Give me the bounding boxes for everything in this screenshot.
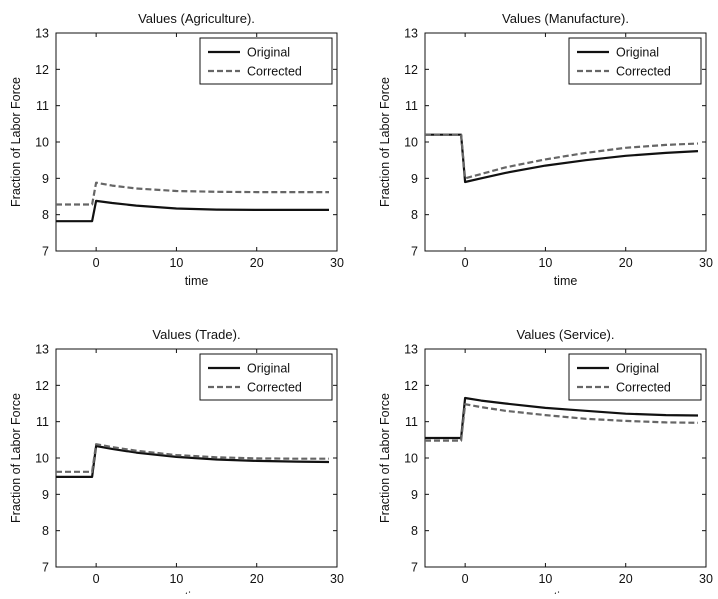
y-tick-label: 11	[405, 99, 418, 113]
x-tick-label: 30	[330, 572, 344, 586]
legend-box	[199, 37, 333, 85]
legend-label-corrected: Corrected	[247, 381, 302, 395]
y-tick-label: 8	[411, 208, 418, 222]
chart-panel-manufacture: Values (Manufacture). 7 8 9 10 11 12 13 0 10 20 30 t…	[378, 11, 713, 288]
legend-box	[199, 353, 333, 401]
series-line-corrected	[56, 443, 329, 473]
series-line-original	[56, 444, 330, 478]
legend-label-original: Original	[616, 362, 659, 376]
chart-title: Values (Agriculture).	[138, 11, 255, 26]
y-tick-label: 13	[404, 343, 418, 357]
y-tick-label: 12	[404, 63, 418, 77]
chart-panel-agriculture: Values (Agriculture). 7 8 9 10 11 12 13 0 10 20 30 t…	[9, 11, 344, 288]
y-tick-label: 12	[35, 379, 49, 393]
y-tick-label: 7	[42, 245, 49, 259]
y-tick-label: 8	[42, 524, 49, 538]
y-tick-label: 9	[42, 172, 49, 186]
x-tick-label: 20	[250, 572, 264, 586]
y-tick-label: 10	[35, 136, 49, 150]
legend-label-original: Original	[247, 46, 290, 60]
x-tick-label: 20	[250, 256, 264, 270]
legend: Original Corrected	[568, 353, 702, 401]
chart-panel-trade: Values (Trade). 7 8 9 10 11 12 13 0 10 20 30 time Fra…	[9, 327, 344, 599]
y-axis-label: Fraction of Labor Force	[9, 393, 23, 523]
x-tick-label: 0	[93, 572, 100, 586]
x-axis-label: time	[185, 590, 209, 594]
y-tick-label: 13	[404, 27, 418, 41]
x-axis-label: time	[554, 274, 578, 288]
y-tick-label: 13	[35, 27, 49, 41]
series-line-corrected	[56, 181, 329, 206]
chart-title: Values (Service).	[516, 327, 614, 342]
y-tick-label: 10	[404, 136, 418, 150]
y-tick-label: 12	[35, 63, 49, 77]
x-axis-label: time	[185, 274, 209, 288]
y-tick-label: 12	[404, 379, 418, 393]
x-tick-label: 10	[169, 572, 183, 586]
legend-label-corrected: Corrected	[247, 65, 302, 79]
y-tick-label: 7	[42, 561, 49, 575]
legend-label-original: Original	[616, 46, 659, 60]
x-tick-label: 0	[93, 256, 100, 270]
y-tick-label: 11	[36, 99, 49, 113]
x-tick-label: 30	[699, 256, 713, 270]
x-tick-label: 0	[462, 256, 469, 270]
x-tick-label: 30	[699, 572, 713, 586]
legend: Original Corrected	[568, 37, 702, 85]
series-line-original	[425, 133, 699, 184]
series-line-corrected	[425, 133, 699, 180]
series-line-corrected	[425, 403, 699, 442]
x-axis-label: time	[554, 590, 578, 594]
legend: Original Corrected	[199, 37, 333, 85]
legend-label-corrected: Corrected	[616, 65, 671, 79]
y-tick-label: 7	[411, 561, 418, 575]
legend-box	[568, 353, 702, 401]
y-tick-label: 9	[411, 172, 418, 186]
legend-label-corrected: Corrected	[616, 381, 671, 395]
y-axis-label: Fraction of Labor Force	[9, 77, 23, 207]
y-tick-label: 8	[411, 524, 418, 538]
legend-label-original: Original	[247, 362, 290, 376]
x-tick-label: 10	[538, 572, 552, 586]
y-tick-label: 7	[411, 245, 418, 259]
y-tick-label: 10	[404, 452, 418, 466]
y-tick-label: 11	[36, 415, 49, 429]
legend: Original Corrected	[199, 353, 333, 401]
x-tick-label: 10	[169, 256, 183, 270]
y-tick-label: 8	[42, 208, 49, 222]
x-tick-label: 20	[619, 572, 633, 586]
series-line-original	[56, 199, 329, 223]
chart-title: Values (Trade).	[152, 327, 240, 342]
y-tick-label: 13	[35, 343, 49, 357]
y-tick-label: 11	[405, 415, 418, 429]
x-tick-label: 20	[619, 256, 633, 270]
y-tick-label: 10	[35, 452, 49, 466]
y-axis-label: Fraction of Labor Force	[378, 77, 392, 207]
chart-panel-service: Values (Service). 7 8 9 10 11 12 13 0 10 20 30 time F…	[378, 327, 713, 599]
y-tick-label: 9	[411, 488, 418, 502]
x-tick-label: 10	[538, 256, 552, 270]
y-tick-label: 9	[42, 488, 49, 502]
y-axis-label: Fraction of Labor Force	[378, 393, 392, 523]
x-tick-label: 0	[462, 572, 469, 586]
x-tick-label: 30	[330, 256, 344, 270]
chart-title: Values (Manufacture).	[502, 11, 629, 26]
legend-box	[568, 37, 702, 85]
